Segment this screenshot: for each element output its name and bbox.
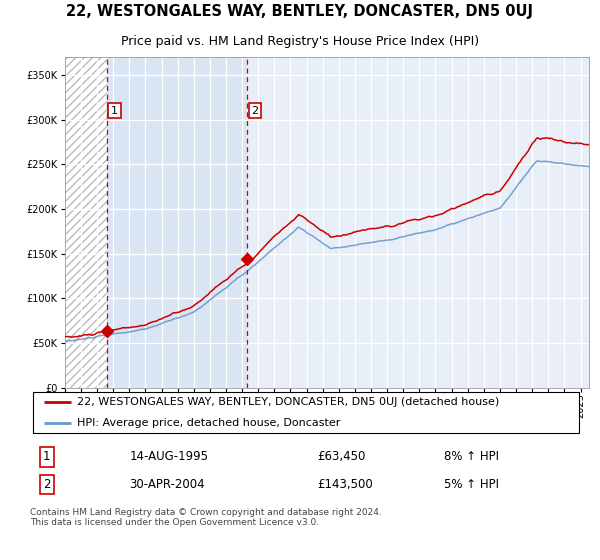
Text: 2: 2 (251, 106, 259, 116)
Text: 14-AUG-1995: 14-AUG-1995 (130, 450, 208, 464)
FancyBboxPatch shape (33, 392, 579, 433)
Bar (107, 57, 247, 388)
Text: 30-APR-2004: 30-APR-2004 (130, 478, 205, 491)
Text: 8% ↑ HPI: 8% ↑ HPI (444, 450, 499, 464)
Text: 5% ↑ HPI: 5% ↑ HPI (444, 478, 499, 491)
Text: Price paid vs. HM Land Registry's House Price Index (HPI): Price paid vs. HM Land Registry's House … (121, 35, 479, 48)
Text: £63,450: £63,450 (317, 450, 365, 464)
Text: 1: 1 (111, 106, 118, 116)
Text: 2: 2 (43, 478, 50, 491)
Text: 22, WESTONGALES WAY, BENTLEY, DONCASTER, DN5 0UJ (detached house): 22, WESTONGALES WAY, BENTLEY, DONCASTER,… (77, 397, 499, 407)
Text: 1: 1 (43, 450, 50, 464)
Bar (65, 57, 107, 388)
Text: 22, WESTONGALES WAY, BENTLEY, DONCASTER, DN5 0UJ: 22, WESTONGALES WAY, BENTLEY, DONCASTER,… (67, 4, 533, 19)
Text: HPI: Average price, detached house, Doncaster: HPI: Average price, detached house, Donc… (77, 418, 340, 428)
Text: £143,500: £143,500 (317, 478, 373, 491)
Text: Contains HM Land Registry data © Crown copyright and database right 2024.
This d: Contains HM Land Registry data © Crown c… (30, 508, 382, 527)
